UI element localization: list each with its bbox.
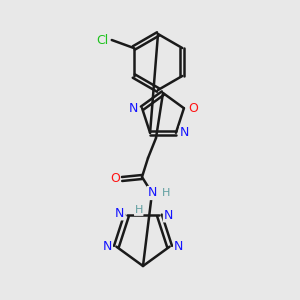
Text: N: N [147,187,157,200]
Text: O: O [188,102,198,115]
Text: H: H [162,188,170,198]
Text: N: N [115,207,124,220]
Text: N: N [103,240,112,253]
Text: N: N [129,102,138,115]
Text: N: N [164,209,173,222]
Text: N: N [180,126,189,139]
Text: Cl: Cl [97,34,109,46]
Text: O: O [110,172,120,185]
Text: H: H [134,205,143,215]
Text: N: N [174,240,183,253]
